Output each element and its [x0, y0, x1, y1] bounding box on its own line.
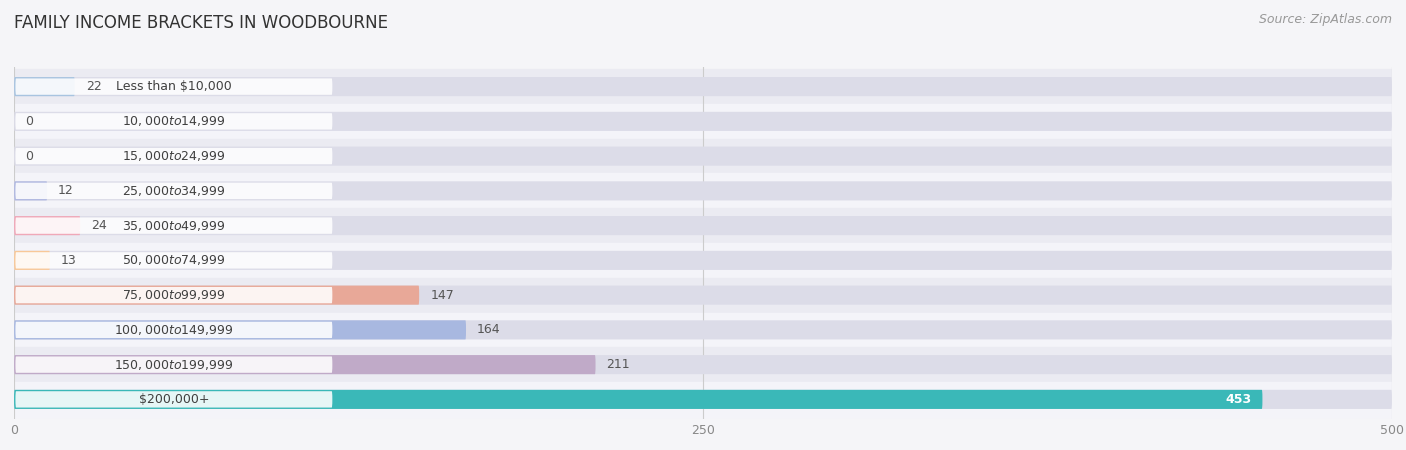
FancyBboxPatch shape [14, 286, 1392, 305]
Text: $50,000 to $74,999: $50,000 to $74,999 [122, 253, 225, 267]
FancyBboxPatch shape [14, 320, 465, 339]
Bar [14, 312, 1392, 347]
FancyBboxPatch shape [15, 322, 332, 338]
Text: FAMILY INCOME BRACKETS IN WOODBOURNE: FAMILY INCOME BRACKETS IN WOODBOURNE [14, 14, 388, 32]
Text: 12: 12 [58, 184, 75, 198]
Bar [14, 243, 1392, 278]
Text: $200,000+: $200,000+ [139, 393, 209, 406]
FancyBboxPatch shape [14, 320, 1392, 339]
Text: $25,000 to $34,999: $25,000 to $34,999 [122, 184, 225, 198]
FancyBboxPatch shape [15, 183, 332, 199]
Text: 24: 24 [91, 219, 107, 232]
FancyBboxPatch shape [14, 355, 1392, 374]
FancyBboxPatch shape [14, 77, 1392, 96]
FancyBboxPatch shape [15, 287, 332, 303]
Text: $15,000 to $24,999: $15,000 to $24,999 [122, 149, 225, 163]
Bar [14, 382, 1392, 417]
FancyBboxPatch shape [14, 181, 48, 200]
Text: 453: 453 [1225, 393, 1251, 406]
Bar [14, 347, 1392, 382]
Text: Less than $10,000: Less than $10,000 [117, 80, 232, 93]
FancyBboxPatch shape [15, 391, 332, 408]
Text: 0: 0 [25, 149, 34, 162]
Text: 211: 211 [606, 358, 630, 371]
Bar [14, 69, 1392, 104]
FancyBboxPatch shape [14, 112, 1392, 131]
FancyBboxPatch shape [14, 251, 49, 270]
Bar [14, 278, 1392, 312]
FancyBboxPatch shape [15, 78, 332, 95]
Text: 22: 22 [86, 80, 101, 93]
Text: 147: 147 [430, 288, 454, 302]
Text: $35,000 to $49,999: $35,000 to $49,999 [122, 219, 225, 233]
FancyBboxPatch shape [14, 77, 75, 96]
Text: $75,000 to $99,999: $75,000 to $99,999 [122, 288, 225, 302]
FancyBboxPatch shape [14, 181, 1392, 200]
Text: 0: 0 [25, 115, 34, 128]
FancyBboxPatch shape [15, 148, 332, 164]
FancyBboxPatch shape [15, 252, 332, 269]
FancyBboxPatch shape [14, 216, 1392, 235]
Text: Source: ZipAtlas.com: Source: ZipAtlas.com [1258, 14, 1392, 27]
FancyBboxPatch shape [14, 355, 596, 374]
FancyBboxPatch shape [14, 390, 1263, 409]
FancyBboxPatch shape [14, 147, 1392, 166]
FancyBboxPatch shape [15, 113, 332, 130]
FancyBboxPatch shape [14, 251, 1392, 270]
FancyBboxPatch shape [14, 286, 419, 305]
Bar [14, 139, 1392, 174]
FancyBboxPatch shape [14, 390, 1392, 409]
Text: $100,000 to $149,999: $100,000 to $149,999 [114, 323, 233, 337]
Text: 13: 13 [60, 254, 77, 267]
Bar [14, 174, 1392, 208]
Text: $150,000 to $199,999: $150,000 to $199,999 [114, 358, 233, 372]
Bar [14, 208, 1392, 243]
FancyBboxPatch shape [15, 356, 332, 373]
FancyBboxPatch shape [15, 217, 332, 234]
FancyBboxPatch shape [14, 216, 80, 235]
Bar [14, 104, 1392, 139]
Text: $10,000 to $14,999: $10,000 to $14,999 [122, 114, 225, 128]
Text: 164: 164 [477, 324, 501, 337]
